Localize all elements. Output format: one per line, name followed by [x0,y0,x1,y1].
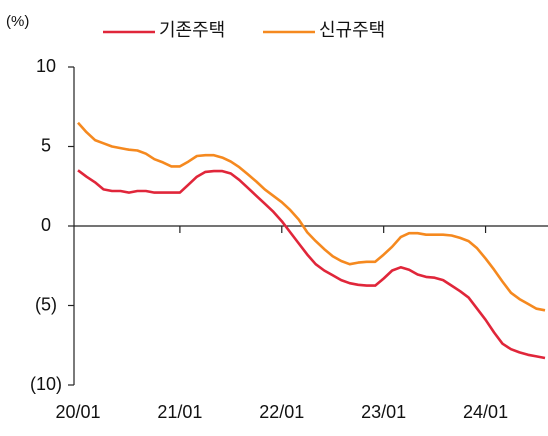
x-tick-label: 22/01 [259,402,304,422]
x-tick-label: 20/01 [55,402,100,422]
x-tick-label: 21/01 [157,402,202,422]
y-tick-label: (5) [35,294,57,314]
legend-label: 신규주택 [319,20,385,40]
y-tick-label: 5 [41,135,51,155]
y-tick-label: 10 [36,56,56,76]
y-tick-label: (10) [30,374,62,394]
series-line [77,121,546,312]
y-tick-label: 0 [41,215,51,235]
series-line [77,169,546,360]
y-axis-label: (%) [6,13,29,30]
x-tick-label: 23/01 [361,402,406,422]
legend-label: 기존주택 [159,20,225,40]
x-tick-label: 24/01 [463,402,508,422]
